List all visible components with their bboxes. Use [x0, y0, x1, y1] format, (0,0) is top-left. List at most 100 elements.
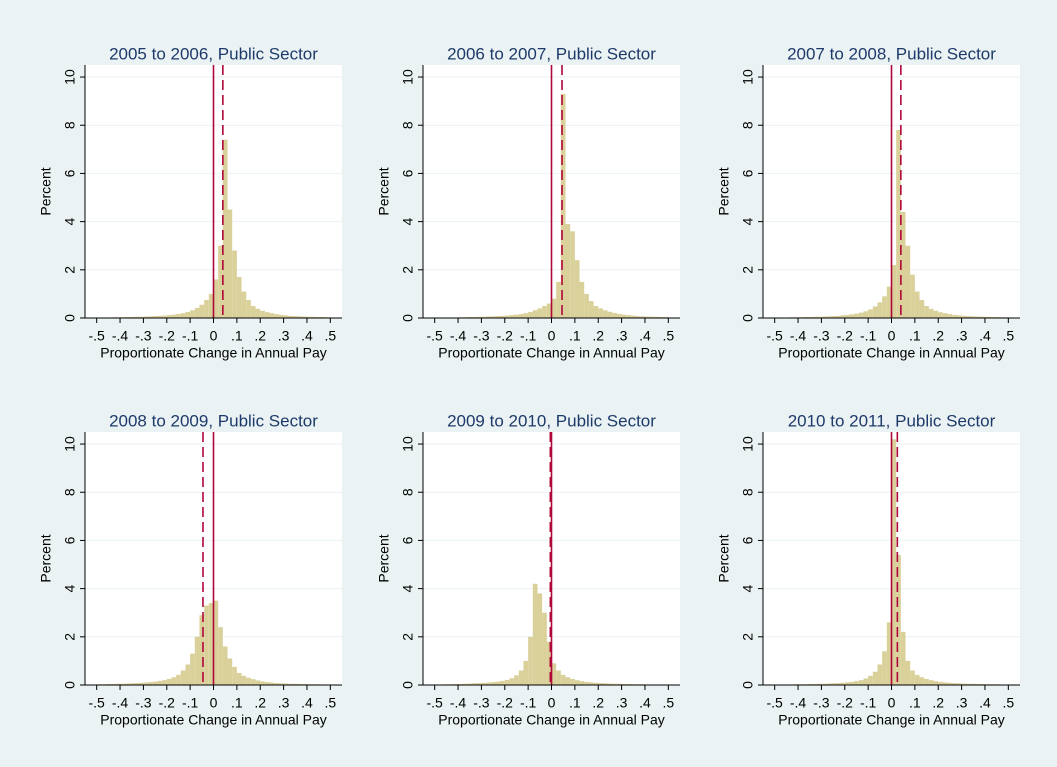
histogram-bar — [246, 299, 251, 318]
histogram-bar — [176, 674, 181, 685]
histogram-bar — [222, 646, 228, 685]
y-axis-title: Percent — [376, 534, 392, 582]
x-tick-label: 0 — [548, 695, 556, 711]
histogram-bar — [565, 677, 571, 685]
chart-title: 2010 to 2011, Public Sector — [788, 411, 996, 430]
histogram-bar — [227, 658, 233, 685]
histogram-bar — [612, 312, 617, 318]
histogram-bar — [518, 314, 524, 318]
histogram-bar — [260, 681, 265, 685]
histogram-bar — [928, 680, 934, 685]
histogram-bar — [849, 681, 855, 685]
histogram-bar — [882, 651, 887, 685]
histogram-bar — [250, 679, 256, 685]
y-tick-label: 8 — [740, 488, 756, 496]
x-tick-label: -.4 — [790, 695, 807, 711]
histogram-bar — [546, 303, 552, 318]
histogram-bar — [264, 682, 270, 685]
histogram-bar — [288, 315, 293, 318]
histogram-bar — [649, 316, 655, 318]
x-tick-label: .3 — [616, 695, 628, 711]
histogram-bar — [490, 316, 496, 318]
chart-title: 2005 to 2006, Public Sector — [109, 44, 318, 63]
histogram-bar — [844, 682, 850, 685]
y-axis-title: Percent — [38, 167, 54, 215]
histogram-bar — [138, 316, 144, 318]
histogram-bar — [542, 612, 547, 685]
x-tick-label: -.3 — [135, 328, 152, 344]
histogram-bar — [868, 675, 873, 685]
histogram-bar — [194, 307, 200, 318]
y-tick-label: 4 — [62, 585, 78, 593]
x-tick-label: 0 — [210, 328, 218, 344]
histogram-bar — [980, 316, 985, 318]
histogram-bar — [500, 680, 505, 685]
histogram-bar — [306, 316, 312, 318]
histogram-bar — [872, 671, 878, 685]
histogram-bar — [542, 305, 547, 318]
panel: 0 2 4 6 8 10 -.5 -.4 -.3 -.2 -.1 0 .1 .2 .3 .4 .5 2005 to… — [38, 44, 342, 361]
histogram-bar — [635, 316, 641, 318]
histogram-bar — [919, 677, 925, 685]
histogram-bar — [858, 312, 864, 318]
x-tick-label: -.1 — [860, 695, 877, 711]
x-tick-label: .1 — [909, 695, 921, 711]
histogram-bar — [952, 683, 957, 685]
histogram-bar — [551, 298, 557, 318]
histogram-bar — [849, 314, 855, 318]
x-tick-label: -.5 — [427, 695, 444, 711]
histogram-bar — [830, 316, 836, 318]
histogram-bar — [509, 678, 515, 685]
histogram-bar — [933, 681, 939, 685]
histogram-bar — [523, 660, 529, 685]
histogram-bar — [218, 245, 223, 318]
histogram-bar — [654, 316, 659, 318]
histogram-bar — [868, 309, 873, 318]
x-tick-label: -.3 — [813, 695, 830, 711]
y-axis-title: Percent — [716, 167, 732, 215]
histogram-bar — [863, 311, 869, 318]
histogram-bar — [640, 316, 645, 318]
histogram-bar — [830, 683, 836, 685]
histogram-bar — [278, 314, 284, 318]
histogram-bar — [476, 316, 482, 318]
histogram-bar — [274, 683, 279, 685]
histogram-bar — [532, 583, 538, 685]
histogram-bar — [518, 670, 524, 685]
histogram-bar — [858, 680, 864, 685]
histogram-bar — [278, 683, 284, 685]
x-axis-title: Proportionate Change in Annual Pay — [100, 345, 327, 361]
histogram-bar — [514, 314, 519, 318]
histogram-bar — [938, 681, 943, 685]
x-axis-title: Proportionate Change in Annual Pay — [100, 712, 327, 728]
x-tick-label: -.2 — [837, 328, 854, 344]
histogram-bar — [896, 554, 901, 685]
histogram-bar — [970, 683, 976, 685]
histogram-bar — [462, 683, 468, 685]
x-tick-label: -.4 — [112, 328, 129, 344]
histogram-bar — [481, 682, 487, 685]
x-tick-label: .4 — [979, 695, 991, 711]
x-tick-label: -.3 — [473, 695, 490, 711]
histogram-bar — [844, 314, 850, 318]
x-axis-title: Proportionate Change in Annual Pay — [778, 712, 1005, 728]
histogram-bar — [900, 211, 906, 318]
x-tick-label: .1 — [231, 328, 243, 344]
x-tick-label: .4 — [639, 695, 651, 711]
histogram-bar — [644, 316, 650, 318]
histogram-bar — [570, 678, 575, 685]
histogram-bar — [560, 674, 566, 685]
histogram-bar — [551, 663, 557, 685]
x-tick-label: .1 — [909, 328, 921, 344]
histogram-bar — [528, 636, 533, 685]
x-tick-label: .5 — [1002, 328, 1014, 344]
y-tick-label: 4 — [400, 585, 416, 593]
x-tick-label: -.2 — [159, 328, 176, 344]
x-tick-label: .4 — [301, 328, 313, 344]
histogram-bar — [910, 274, 915, 318]
histogram-bar — [588, 682, 594, 685]
y-tick-label: 10 — [740, 69, 756, 85]
chart-title: 2009 to 2010, Public Sector — [447, 411, 656, 430]
y-tick-label: 0 — [62, 681, 78, 689]
x-tick-label: -.2 — [837, 695, 854, 711]
